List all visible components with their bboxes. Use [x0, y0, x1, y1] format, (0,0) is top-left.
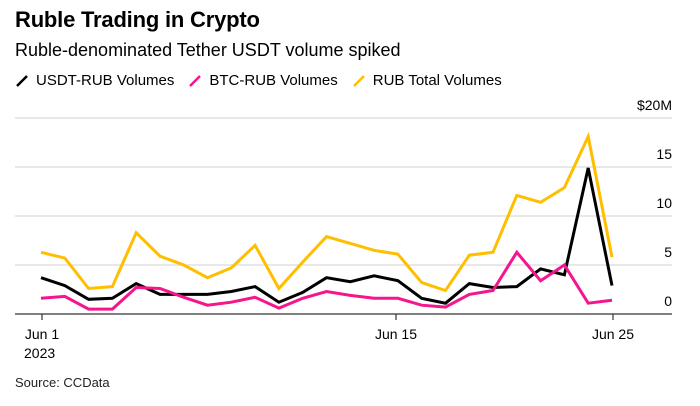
legend-label-usdt-rub: USDT-RUB Volumes [36, 72, 175, 89]
legend-swatch-usdt-rub-icon [16, 74, 28, 87]
x-tick-label: Jun 25 [592, 326, 634, 342]
y-tick-label: $20M [637, 97, 672, 113]
y-tick-label: 10 [656, 195, 672, 211]
legend-swatch-btc-rub-icon [189, 74, 202, 87]
chart-subtitle: Ruble-denominated Tether USDT volume spi… [15, 40, 401, 60]
series-line-btc-rub-volumes [40, 249, 613, 311]
y-axis-ticks: 0 5 10 15 $20M [637, 97, 672, 309]
y-tick-label: 5 [664, 244, 672, 260]
legend-label-btc-rub: BTC-RUB Volumes [209, 72, 338, 89]
x-tick-label: Jun 15 [375, 326, 417, 342]
y-tick-label: 0 [664, 293, 672, 309]
legend-item-rub-total: RUB Total Volumes [352, 72, 502, 89]
series-lines [40, 131, 614, 311]
legend-item-btc-rub: BTC-RUB Volumes [188, 72, 338, 89]
x-tick-sublabel: 2023 [24, 345, 55, 361]
x-axis-ticks: Jun 1 2023 Jun 15 Jun 25 [24, 314, 634, 361]
source-note: Source: CCData [15, 375, 110, 390]
legend-swatch-rub-total-icon [352, 74, 365, 87]
chart-title: Ruble Trading in Crypto [15, 7, 260, 32]
legend: USDT-RUB Volumes BTC-RUB Volumes RUB Tot… [15, 72, 516, 89]
series-line-usdt-rub-volumes [40, 167, 614, 305]
series-line-rub-total-volumes [40, 131, 614, 293]
y-tick-label: 15 [656, 146, 672, 162]
legend-item-usdt-rub: USDT-RUB Volumes [15, 72, 174, 89]
x-tick-label: Jun 1 [25, 326, 59, 342]
legend-label-rub-total: RUB Total Volumes [372, 72, 502, 89]
